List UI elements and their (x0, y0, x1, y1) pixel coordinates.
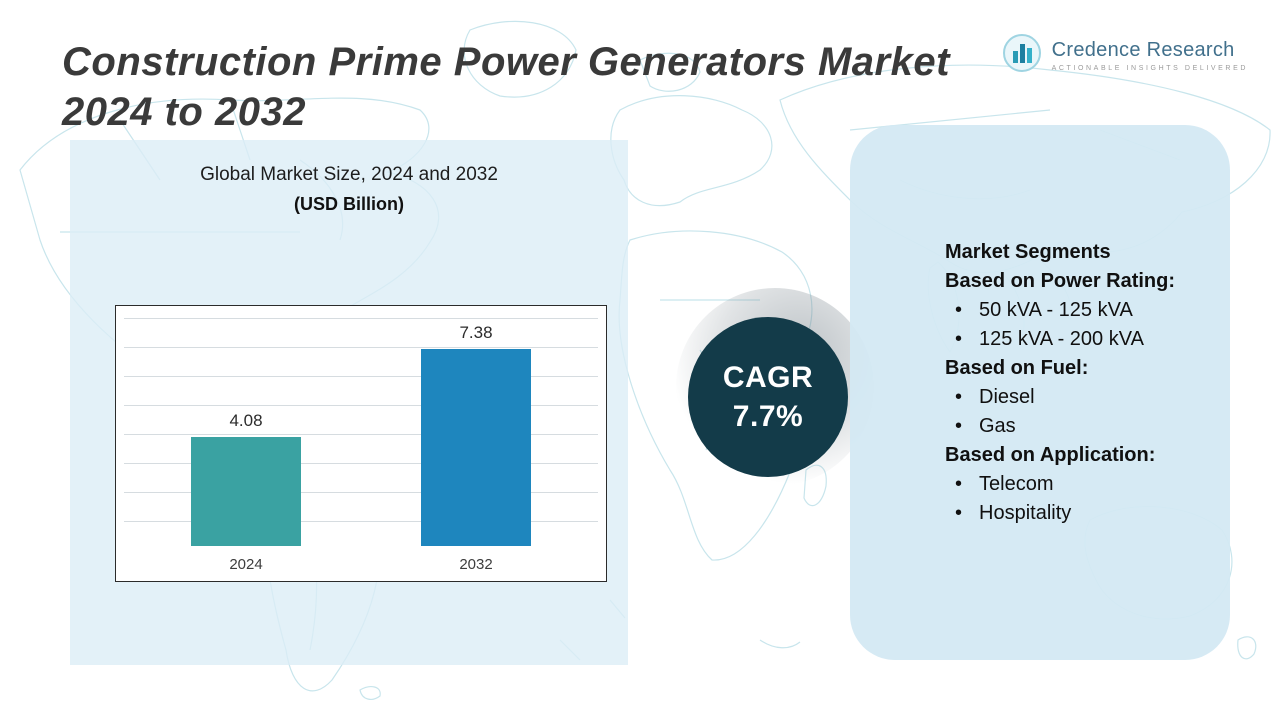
bar-chart: 4.08 7.38 2024 2032 (115, 305, 607, 582)
cagr-value: 7.7% (732, 400, 804, 433)
x-axis-label-2024: 2024 (229, 556, 263, 573)
chart-subtitle: (USD Billion) (294, 194, 404, 214)
segment-item: 50 kVA - 125 kVA (945, 296, 1230, 325)
segment-item: Diesel (945, 383, 1230, 412)
chart-title: Global Market Size, 2024 and 2032 (200, 164, 498, 185)
brand-name: Credence Research (1051, 39, 1235, 61)
segment-group-title-power-rating: Based on Power Rating: (945, 270, 1176, 292)
page-title-line2: 2024 to 2032 (62, 89, 306, 134)
segment-item: 125 kVA - 200 kVA (945, 325, 1230, 354)
segment-item: Hospitality (945, 499, 1230, 528)
bar-value-2024: 4.08 (229, 411, 263, 430)
bar-chart-icon (1001, 32, 1043, 79)
segments-heading: Market Segments (945, 241, 1111, 263)
brand-tagline: ACTIONABLE INSIGHTS DELIVERED (1051, 65, 1248, 72)
bar-value-2032: 7.38 (459, 323, 493, 342)
cagr-label: CAGR (722, 361, 814, 394)
bar-2032 (421, 349, 531, 546)
bar-2024 (191, 437, 301, 546)
brand-logo: Credence Research ACTIONABLE INSIGHTS DE… (1001, 32, 1248, 79)
segment-item: Gas (945, 412, 1230, 441)
segments-panel: Market Segments Based on Power Rating: 5… (850, 125, 1230, 660)
x-axis-label-2032: 2032 (459, 556, 493, 573)
page-title-line1: Construction Prime Power Generators Mark… (62, 39, 950, 84)
segment-group-title-fuel: Based on Fuel: (945, 357, 1089, 379)
market-size-panel: Global Market Size, 2024 and 2032 (USD B… (70, 140, 628, 665)
bar-column-2024: 4.08 (191, 411, 301, 546)
cagr-badge: CAGR 7.7% (688, 317, 848, 477)
segment-item: Telecom (945, 470, 1230, 499)
segment-group-title-application: Based on Application: (945, 444, 1156, 466)
bar-column-2032: 7.38 (421, 323, 531, 546)
page-title: Construction Prime Power Generators Mark… (62, 37, 1022, 137)
